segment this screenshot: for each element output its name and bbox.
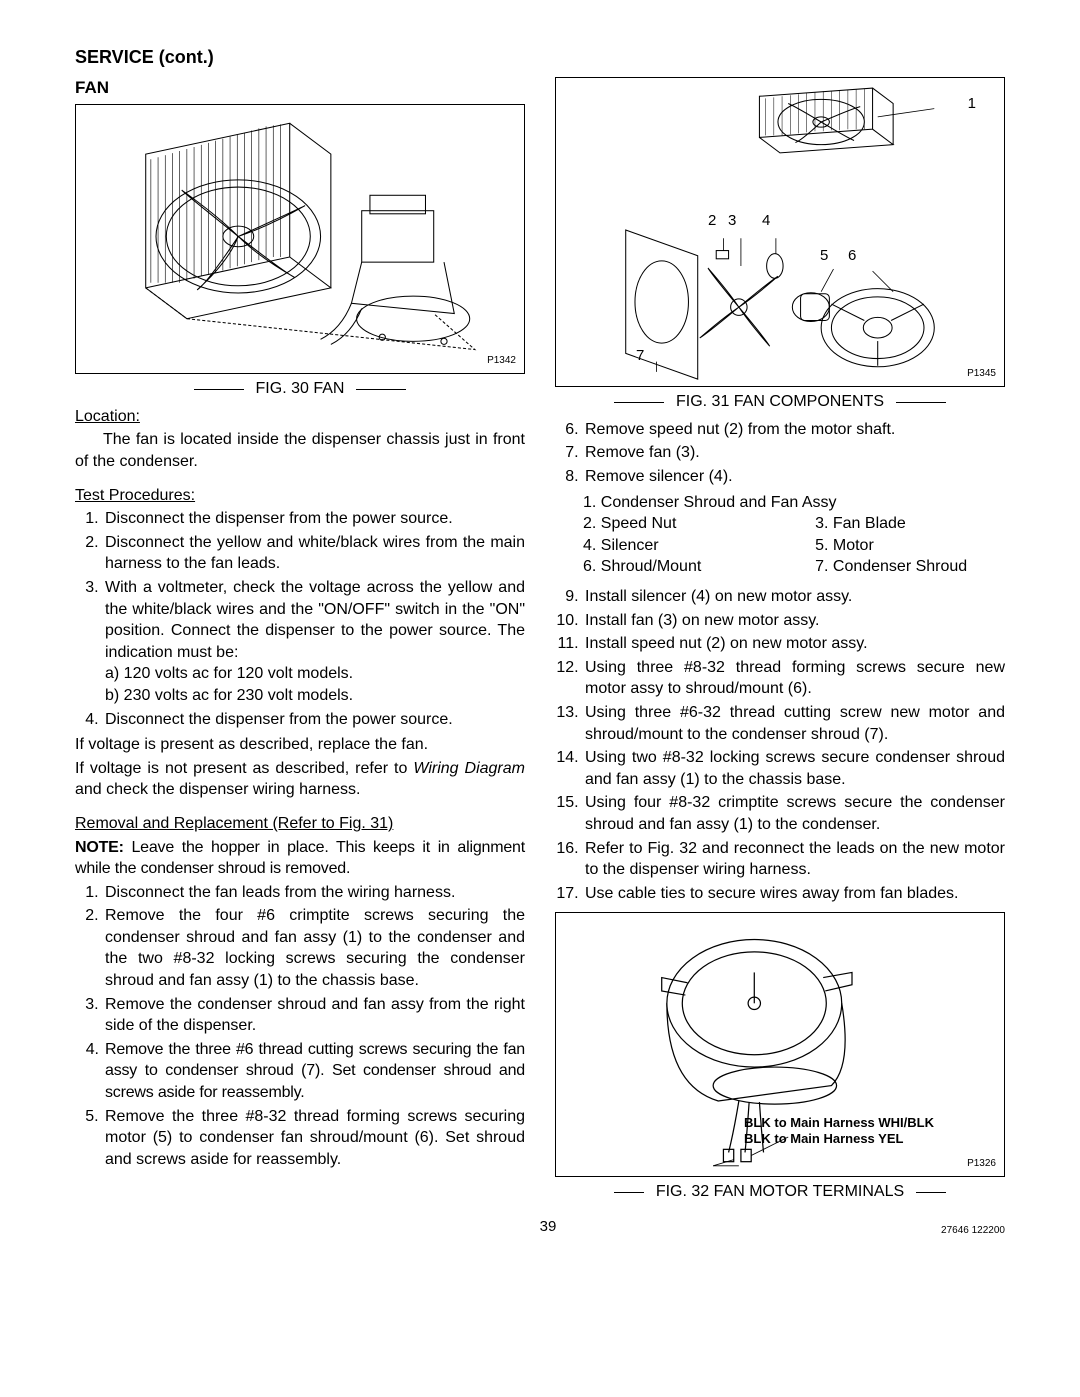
rr-step-5: Remove the three #8-32 thread forming sc… xyxy=(103,1106,525,1171)
fig31-pnum: P1345 xyxy=(967,367,996,381)
step-15: Using four #8-32 crimptite screws secure… xyxy=(583,792,1005,835)
test-step-3: With a voltmeter, check the voltage acro… xyxy=(103,577,525,707)
step-8: Remove silencer (4). xyxy=(583,466,1005,488)
parts-legend: 1. Condenser Shroud and Fan Assy 2. Spee… xyxy=(555,492,1005,578)
doc-number: 27646 122200 xyxy=(941,1224,1005,1238)
step-11: Install speed nut (2) on new motor assy. xyxy=(583,633,1005,655)
steps-6-8: Remove speed nut (2) from the motor shaf… xyxy=(555,419,1005,488)
fan-assembly-illustration xyxy=(84,113,516,380)
part-2: 2. Speed Nut xyxy=(583,513,815,535)
step-12: Using three #8-32 thread forming screws … xyxy=(583,657,1005,700)
step-13: Using three #6-32 thread cutting screw n… xyxy=(583,702,1005,745)
fig30-pnum: P1342 xyxy=(487,354,516,368)
motor-label-1: BLK to Main Harness WHI/BLK xyxy=(744,1115,934,1132)
fig32-caption: FIG. 32 FAN MOTOR TERMINALS xyxy=(656,1181,904,1203)
step-17: Use cable ties to secure wires away from… xyxy=(583,883,1005,905)
callout-6: 6 xyxy=(848,246,856,266)
test-3b: b) 230 volts ac for 230 volt models. xyxy=(105,685,525,707)
test-3a: a) 120 volts ac for 120 volt models. xyxy=(105,663,525,685)
step-10: Install fan (3) on new motor assy. xyxy=(583,610,1005,632)
two-column-layout: FAN xyxy=(75,77,1005,1209)
left-column: FAN xyxy=(75,77,525,1209)
location-heading: Location: xyxy=(75,406,525,428)
part-1: 1. Condenser Shroud and Fan Assy xyxy=(583,492,1005,514)
callout-5: 5 xyxy=(820,246,828,266)
figure-31-box: 1 2 3 4 5 6 7 P1345 xyxy=(555,77,1005,387)
fig30-caption: FIG. 30 FAN xyxy=(256,378,345,400)
fig32-caption-row: FIG. 32 FAN MOTOR TERMINALS xyxy=(555,1181,1005,1203)
callout-2: 2 xyxy=(708,211,716,231)
part-6: 6. Shroud/Mount xyxy=(583,556,815,578)
rr-step-1: Disconnect the fan leads from the wiring… xyxy=(103,882,525,904)
callout-4: 4 xyxy=(762,211,770,231)
test-proc-heading: Test Procedures: xyxy=(75,485,525,507)
callout-3: 3 xyxy=(728,211,736,231)
figure-30-box: P1342 xyxy=(75,104,525,374)
step-14: Using two #8-32 locking screws secure co… xyxy=(583,747,1005,790)
figure-32-box: BLK to Main Harness WHI/BLK BLK to Main … xyxy=(555,912,1005,1177)
location-text: The fan is located inside the dispenser … xyxy=(75,429,525,472)
right-column: 1 2 3 4 5 6 7 P1345 FIG. 31 FAN COMPONEN… xyxy=(555,77,1005,1209)
post-test-1: If voltage is present as described, repl… xyxy=(75,734,525,756)
part-3: 3. Fan Blade xyxy=(815,513,906,535)
fig30-caption-row: FIG. 30 FAN xyxy=(75,378,525,400)
removal-note: NOTE: Leave the hopper in place. This ke… xyxy=(75,837,525,880)
step-7: Remove fan (3). xyxy=(583,442,1005,464)
post-test-2: If voltage is not present as described, … xyxy=(75,758,525,801)
fan-heading: FAN xyxy=(75,77,525,100)
page-footer: 39 27646 122200 xyxy=(75,1217,1005,1237)
motor-label-2: BLK to Main Harness YEL xyxy=(744,1131,934,1148)
test-step-4: Disconnect the dispenser from the power … xyxy=(103,709,525,731)
fan-components-illustration xyxy=(564,86,996,395)
test-procedure-list: Disconnect the dispenser from the power … xyxy=(75,508,525,730)
step-6: Remove speed nut (2) from the motor shaf… xyxy=(583,419,1005,441)
rr-step-3: Remove the condenser shroud and fan assy… xyxy=(103,994,525,1037)
step-16: Refer to Fig. 32 and reconnect the leads… xyxy=(583,838,1005,881)
removal-heading: Removal and Replacement (Refer to Fig. 3… xyxy=(75,813,525,835)
motor-wire-labels: BLK to Main Harness WHI/BLK BLK to Main … xyxy=(744,1115,934,1149)
step-9: Install silencer (4) on new motor assy. xyxy=(583,586,1005,608)
removal-list: Disconnect the fan leads from the wiring… xyxy=(75,882,525,1171)
steps-9-17: Install silencer (4) on new motor assy. … xyxy=(555,586,1005,904)
rr-step-2: Remove the four #6 crimptite screws secu… xyxy=(103,905,525,991)
test-step-2: Disconnect the yellow and white/black wi… xyxy=(103,532,525,575)
part-7: 7. Condenser Shroud xyxy=(815,556,967,578)
service-cont-title: SERVICE (cont.) xyxy=(75,45,1005,69)
part-5: 5. Motor xyxy=(815,535,874,557)
page-header: SERVICE (cont.) xyxy=(75,45,1005,69)
part-4: 4. Silencer xyxy=(583,535,815,557)
callout-7: 7 xyxy=(636,346,644,366)
callout-1: 1 xyxy=(968,94,976,114)
fig32-pnum: P1326 xyxy=(967,1157,996,1171)
rr-step-4: Remove the three #6 thread cutting screw… xyxy=(103,1039,525,1104)
test-step-1: Disconnect the dispenser from the power … xyxy=(103,508,525,530)
page-number: 39 xyxy=(155,1217,941,1237)
